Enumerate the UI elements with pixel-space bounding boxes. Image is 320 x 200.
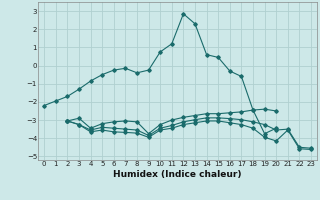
X-axis label: Humidex (Indice chaleur): Humidex (Indice chaleur) [113, 170, 242, 179]
